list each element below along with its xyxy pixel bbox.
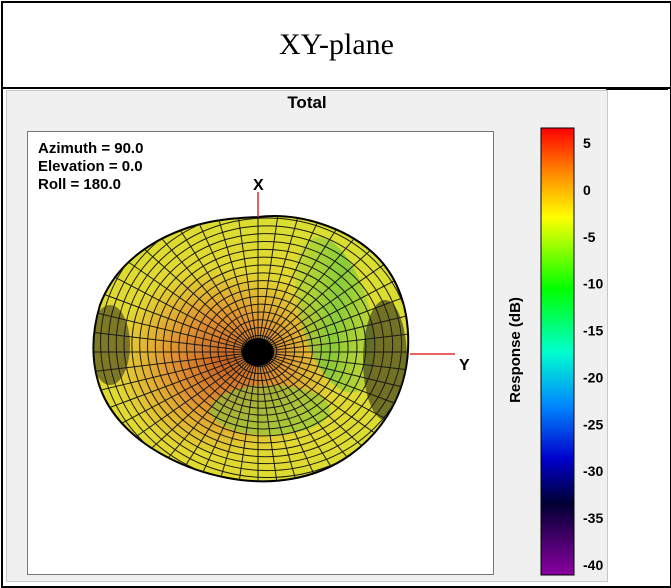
- colorbar-label: Response (dB): [507, 297, 524, 403]
- mesh-ring: [162, 256, 367, 437]
- mesh-spoke: [257, 278, 409, 353]
- mesh-ring: [147, 241, 385, 451]
- mesh-spoke: [257, 351, 364, 482]
- mesh-spoke: [257, 216, 286, 353]
- y-axis-label: Y: [459, 357, 470, 374]
- mesh-spoke: [177, 216, 259, 353]
- mesh-ring: [201, 295, 322, 402]
- colorbar-tick-label: -35: [583, 510, 603, 526]
- mesh-spoke: [93, 351, 259, 402]
- mesh-spoke: [257, 256, 409, 353]
- mesh-ring: [115, 216, 409, 479]
- mesh-spoke: [152, 216, 259, 353]
- colorbar-tick-label: -10: [583, 276, 603, 292]
- colorbar-tick-label: -25: [583, 416, 603, 432]
- mesh-spoke: [177, 351, 259, 482]
- mesh-ring: [178, 272, 349, 423]
- mesh-ring: [131, 225, 403, 465]
- mesh-ring: [100, 216, 409, 482]
- mesh-spoke: [203, 351, 259, 482]
- mesh-ring: [225, 319, 296, 381]
- azimuth-readout: Azimuth = 90.0: [38, 140, 144, 157]
- mesh-spoke: [257, 216, 339, 353]
- elevation-readout: Elevation = 0.0: [38, 158, 143, 175]
- mesh-spoke: [257, 216, 313, 353]
- mesh-spoke: [257, 326, 409, 353]
- center-singularity: [242, 338, 274, 366]
- mesh-spoke: [93, 302, 259, 353]
- mesh-ring: [209, 303, 313, 395]
- colorbar-tick-label: 5: [583, 135, 591, 151]
- mesh-spoke: [257, 351, 339, 482]
- mesh-spoke: [230, 216, 259, 353]
- mesh-ring: [154, 248, 376, 444]
- divider-line: [606, 88, 668, 90]
- colorbar-tick-label: -5: [583, 229, 596, 245]
- mesh-ring: [233, 327, 287, 375]
- mesh-ring: [193, 287, 331, 409]
- colorbar-tick-label: 0: [583, 182, 591, 198]
- mesh-spoke: [93, 326, 259, 353]
- x-axis-label: X: [253, 177, 264, 194]
- mesh-spoke: [257, 351, 286, 482]
- colorbar: [540, 127, 575, 576]
- panel-title: Total: [287, 93, 327, 112]
- colorbar-tick-label: -15: [583, 323, 603, 339]
- colorbar-tick-label: -20: [583, 369, 603, 385]
- mesh-spoke: [257, 351, 409, 378]
- figure-title: XY-plane: [3, 3, 670, 89]
- mesh-ring: [186, 280, 340, 416]
- mesh-spoke: [230, 351, 259, 482]
- mesh-spoke: [203, 216, 259, 353]
- colorbar-tick-label: -40: [583, 557, 603, 573]
- mesh-ring: [107, 216, 409, 482]
- mesh-ring: [123, 217, 409, 472]
- mesh-ring: [240, 334, 278, 368]
- mesh-spoke: [257, 351, 409, 448]
- mesh-spoke: [257, 216, 364, 353]
- mesh-ring: [139, 233, 394, 458]
- mesh-spoke: [152, 351, 259, 482]
- colorbar-tick-label: -30: [583, 463, 603, 479]
- mesh-ring: [170, 264, 358, 430]
- mesh-spoke: [257, 351, 313, 482]
- mesh-spoke: [257, 351, 409, 426]
- mesh-spoke: [257, 351, 409, 402]
- mesh-spoke: [93, 351, 259, 378]
- roll-readout: Roll = 180.0: [38, 176, 121, 193]
- mesh-ring: [217, 311, 305, 388]
- mesh-spoke: [257, 302, 409, 353]
